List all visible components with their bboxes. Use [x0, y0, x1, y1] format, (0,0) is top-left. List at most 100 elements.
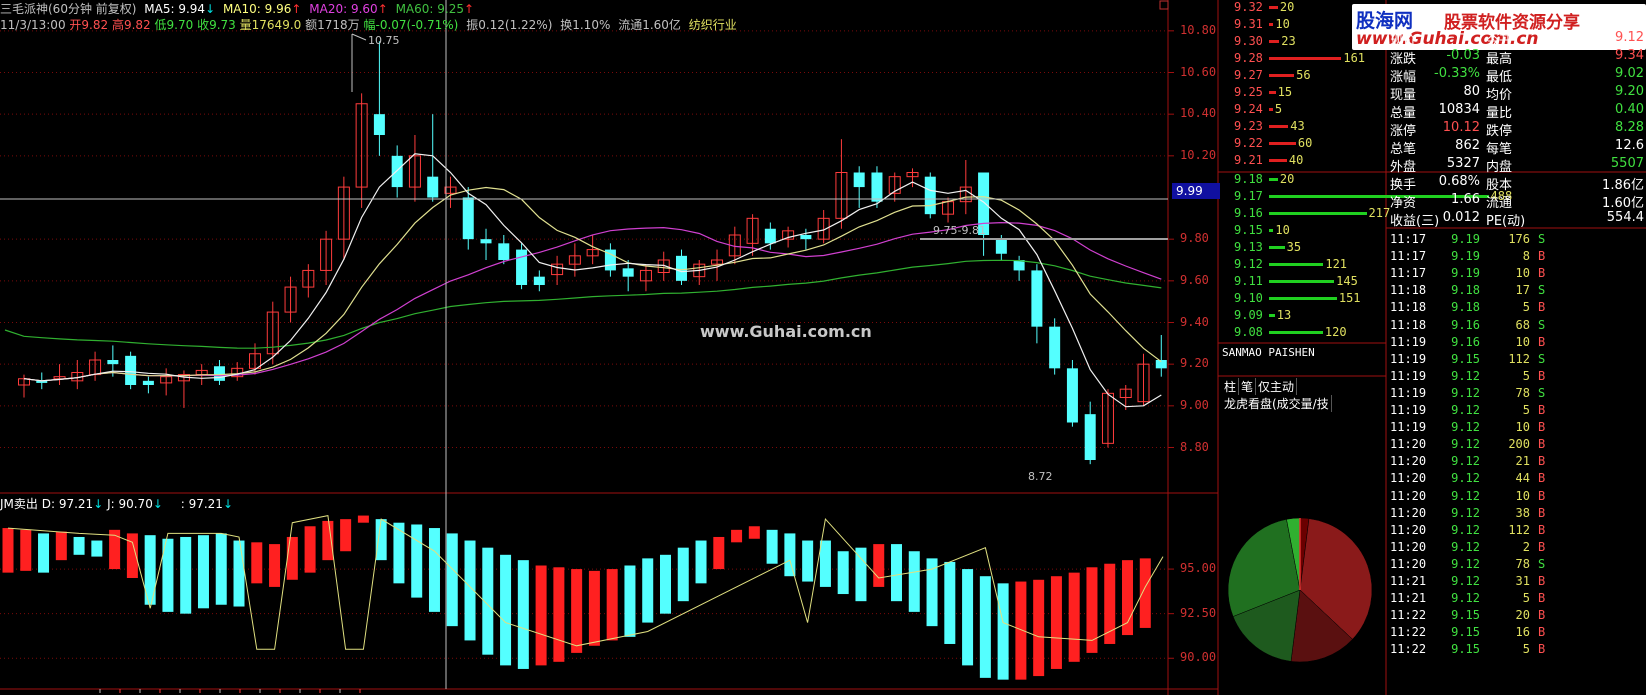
trade-time: 11:19	[1390, 351, 1427, 366]
candle-body	[302, 269, 315, 288]
panel-tab[interactable]: 仅主动	[1256, 378, 1298, 395]
order-volume: 40	[1288, 153, 1304, 167]
bid-row[interactable]: 9.13 35	[1234, 240, 1301, 254]
arrow-up-icon: ↑	[464, 2, 475, 16]
volume-bar	[1268, 212, 1367, 215]
order-volume: 43	[1290, 119, 1305, 133]
maximize-button[interactable]	[1159, 0, 1169, 10]
indicator-bar	[642, 558, 654, 623]
watermark: www.Guhai.com.cn	[700, 322, 872, 341]
indicator-bar	[926, 558, 938, 627]
bid-row[interactable]: 9.12 121	[1234, 257, 1347, 271]
indicator-bar	[713, 536, 725, 570]
order-price: 9.10	[1234, 291, 1263, 305]
bid-row[interactable]: 9.16 217	[1234, 206, 1390, 220]
candle-body	[266, 311, 279, 355]
indicator-bar	[109, 529, 121, 570]
indicator-bar	[659, 554, 671, 614]
cursor-price-label: 9.99	[1172, 183, 1220, 199]
order-price: 9.08	[1234, 325, 1263, 339]
trade-time: 11:21	[1390, 591, 1427, 606]
ask-row[interactable]: 9.25 15	[1234, 85, 1292, 99]
candle-body	[373, 114, 385, 135]
volume-bar	[1268, 40, 1280, 43]
volume-bar	[1268, 297, 1337, 300]
indicator-bar	[304, 526, 316, 573]
volume-bar	[1268, 314, 1275, 317]
indicator-bar	[571, 569, 583, 653]
trade-time: 11:20	[1390, 505, 1427, 520]
trade-price: 9.18	[1451, 300, 1480, 315]
panel-tab[interactable]: 龙虎看盘(成交量/技	[1222, 395, 1332, 412]
quote-label: 涨幅	[1390, 70, 1417, 85]
ask-row[interactable]: 9.31 10	[1234, 17, 1290, 31]
trade-volume: 5	[1522, 300, 1530, 315]
candle-body	[107, 360, 119, 365]
indicator-bar	[1068, 572, 1080, 662]
trade-volume: 21	[1515, 454, 1530, 469]
bid-row[interactable]: 9.17 488	[1234, 189, 1512, 203]
candle-body	[1155, 360, 1167, 369]
order-volume: 13	[1276, 308, 1292, 322]
ask-row[interactable]: 9.32 20	[1234, 0, 1294, 14]
trade-time: 11:19	[1390, 368, 1427, 383]
price-tick-label: 9.80	[1180, 231, 1209, 246]
indicator-bar	[428, 528, 440, 612]
trade-price: 9.12	[1451, 539, 1480, 554]
trade-side: B	[1538, 539, 1546, 554]
ask-row[interactable]: 9.21 40	[1234, 153, 1303, 167]
price-tick-label: 10.60	[1180, 64, 1217, 79]
ask-row[interactable]: 9.27 56	[1234, 68, 1311, 82]
volume-bar	[1268, 23, 1274, 26]
trade-volume: 10	[1515, 334, 1530, 349]
trade-time: 11:19	[1390, 385, 1427, 400]
candle-body	[1119, 388, 1132, 398]
price-tick-label: 10.20	[1180, 147, 1217, 162]
quote-value: 9.34	[1615, 48, 1644, 63]
ask-row[interactable]: 9.30 23	[1234, 34, 1296, 48]
quote-label: 现价	[1390, 34, 1417, 49]
ask-row[interactable]: 9.24 5	[1234, 102, 1282, 116]
trade-time: 11:20	[1390, 539, 1427, 554]
trade-time: 11:20	[1390, 488, 1427, 503]
bid-row[interactable]: 9.09 13	[1234, 308, 1291, 322]
quote-label: 每笔	[1486, 142, 1513, 157]
indicator-bar	[1050, 576, 1062, 669]
panel-tab[interactable]: 柱	[1222, 378, 1240, 395]
bid-row[interactable]: 9.08 120	[1234, 325, 1347, 339]
candle-body	[978, 172, 990, 235]
quote-label: 股本	[1486, 178, 1513, 193]
candle-body	[125, 355, 137, 385]
indicator-bar	[55, 531, 67, 561]
quote-label: 流通	[1486, 196, 1513, 211]
ask-row[interactable]: 9.23 43	[1234, 119, 1305, 133]
quote-value: 9.20	[1615, 84, 1644, 99]
indicator-bar	[1033, 579, 1045, 677]
ask-row[interactable]: 9.22 60	[1234, 136, 1312, 150]
bar-volume: 量17649.0	[239, 18, 302, 32]
trade-time: 11:17	[1390, 249, 1427, 264]
quote-label: 涨跌	[1390, 52, 1417, 67]
arrow-down-icon: ↓	[93, 497, 104, 511]
volume-bar	[1268, 263, 1324, 266]
indicator-bar	[855, 547, 867, 602]
candle-body	[853, 172, 865, 188]
bid-row[interactable]: 9.18 20	[1234, 172, 1294, 186]
bid-row[interactable]: 9.11 145	[1234, 274, 1358, 288]
bid-row[interactable]: 9.10 151	[1234, 291, 1361, 305]
candle-body	[622, 268, 634, 277]
panel-tab[interactable]: 笔	[1239, 378, 1257, 395]
trade-volume: 5	[1522, 642, 1530, 657]
trade-side: B	[1538, 488, 1546, 503]
ma60-line	[4, 259, 1162, 349]
trade-side: B	[1538, 574, 1546, 588]
candle-body	[320, 238, 333, 271]
ask-row[interactable]: 9.28 161	[1234, 51, 1365, 65]
bid-row[interactable]: 9.15 10	[1234, 223, 1290, 237]
order-price: 9.30	[1234, 34, 1263, 48]
candle-body	[480, 239, 492, 244]
candle-body	[516, 249, 528, 285]
indicator-bar	[482, 547, 494, 655]
quote-label: 最高	[1486, 52, 1513, 67]
